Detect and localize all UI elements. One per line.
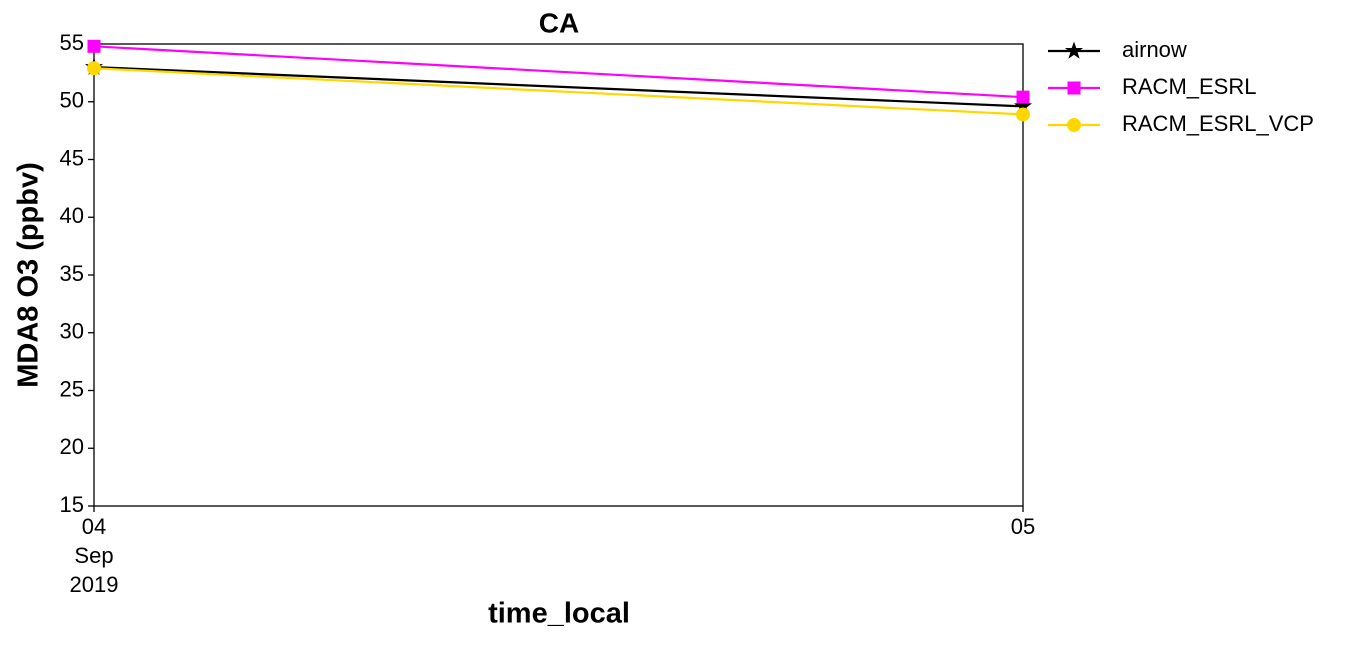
- y-tick-label: 15: [60, 492, 84, 517]
- legend-marker: [1067, 118, 1081, 132]
- series-line: [93, 45, 1024, 99]
- y-tick-label: 40: [60, 203, 84, 228]
- legend-marker: [1067, 81, 1081, 95]
- y-tick-label: 45: [60, 145, 84, 170]
- plot-frame: [93, 43, 1024, 507]
- data-point: [1016, 107, 1030, 122]
- data-point: [1016, 90, 1030, 104]
- x-tick-label: Sep: [74, 543, 113, 568]
- data-point: [87, 61, 101, 76]
- y-tick-label: 30: [60, 319, 84, 344]
- x-tick-label: 04: [82, 514, 106, 539]
- chart-title: CA: [539, 7, 579, 38]
- series-line: [93, 66, 1024, 108]
- y-tick-label: 25: [60, 376, 84, 401]
- data-point: [87, 39, 101, 53]
- x-tick-label: 2019: [70, 572, 119, 597]
- y-tick-label: 20: [60, 434, 84, 459]
- legend-label: RACM_ESRL_VCP: [1122, 111, 1314, 136]
- legend-label: airnow: [1122, 37, 1187, 62]
- y-axis-label: MDA8 O3 (ppbv): [13, 162, 45, 388]
- y-tick-label: 55: [60, 30, 84, 55]
- x-tick-label: 05: [1011, 514, 1035, 539]
- series-line: [93, 67, 1024, 116]
- legend-label: RACM_ESRL: [1122, 74, 1256, 99]
- y-tick-label: 50: [60, 88, 84, 113]
- legend-marker: [1064, 41, 1084, 59]
- x-axis-label: time_local: [488, 598, 630, 630]
- y-tick-label: 35: [60, 261, 84, 286]
